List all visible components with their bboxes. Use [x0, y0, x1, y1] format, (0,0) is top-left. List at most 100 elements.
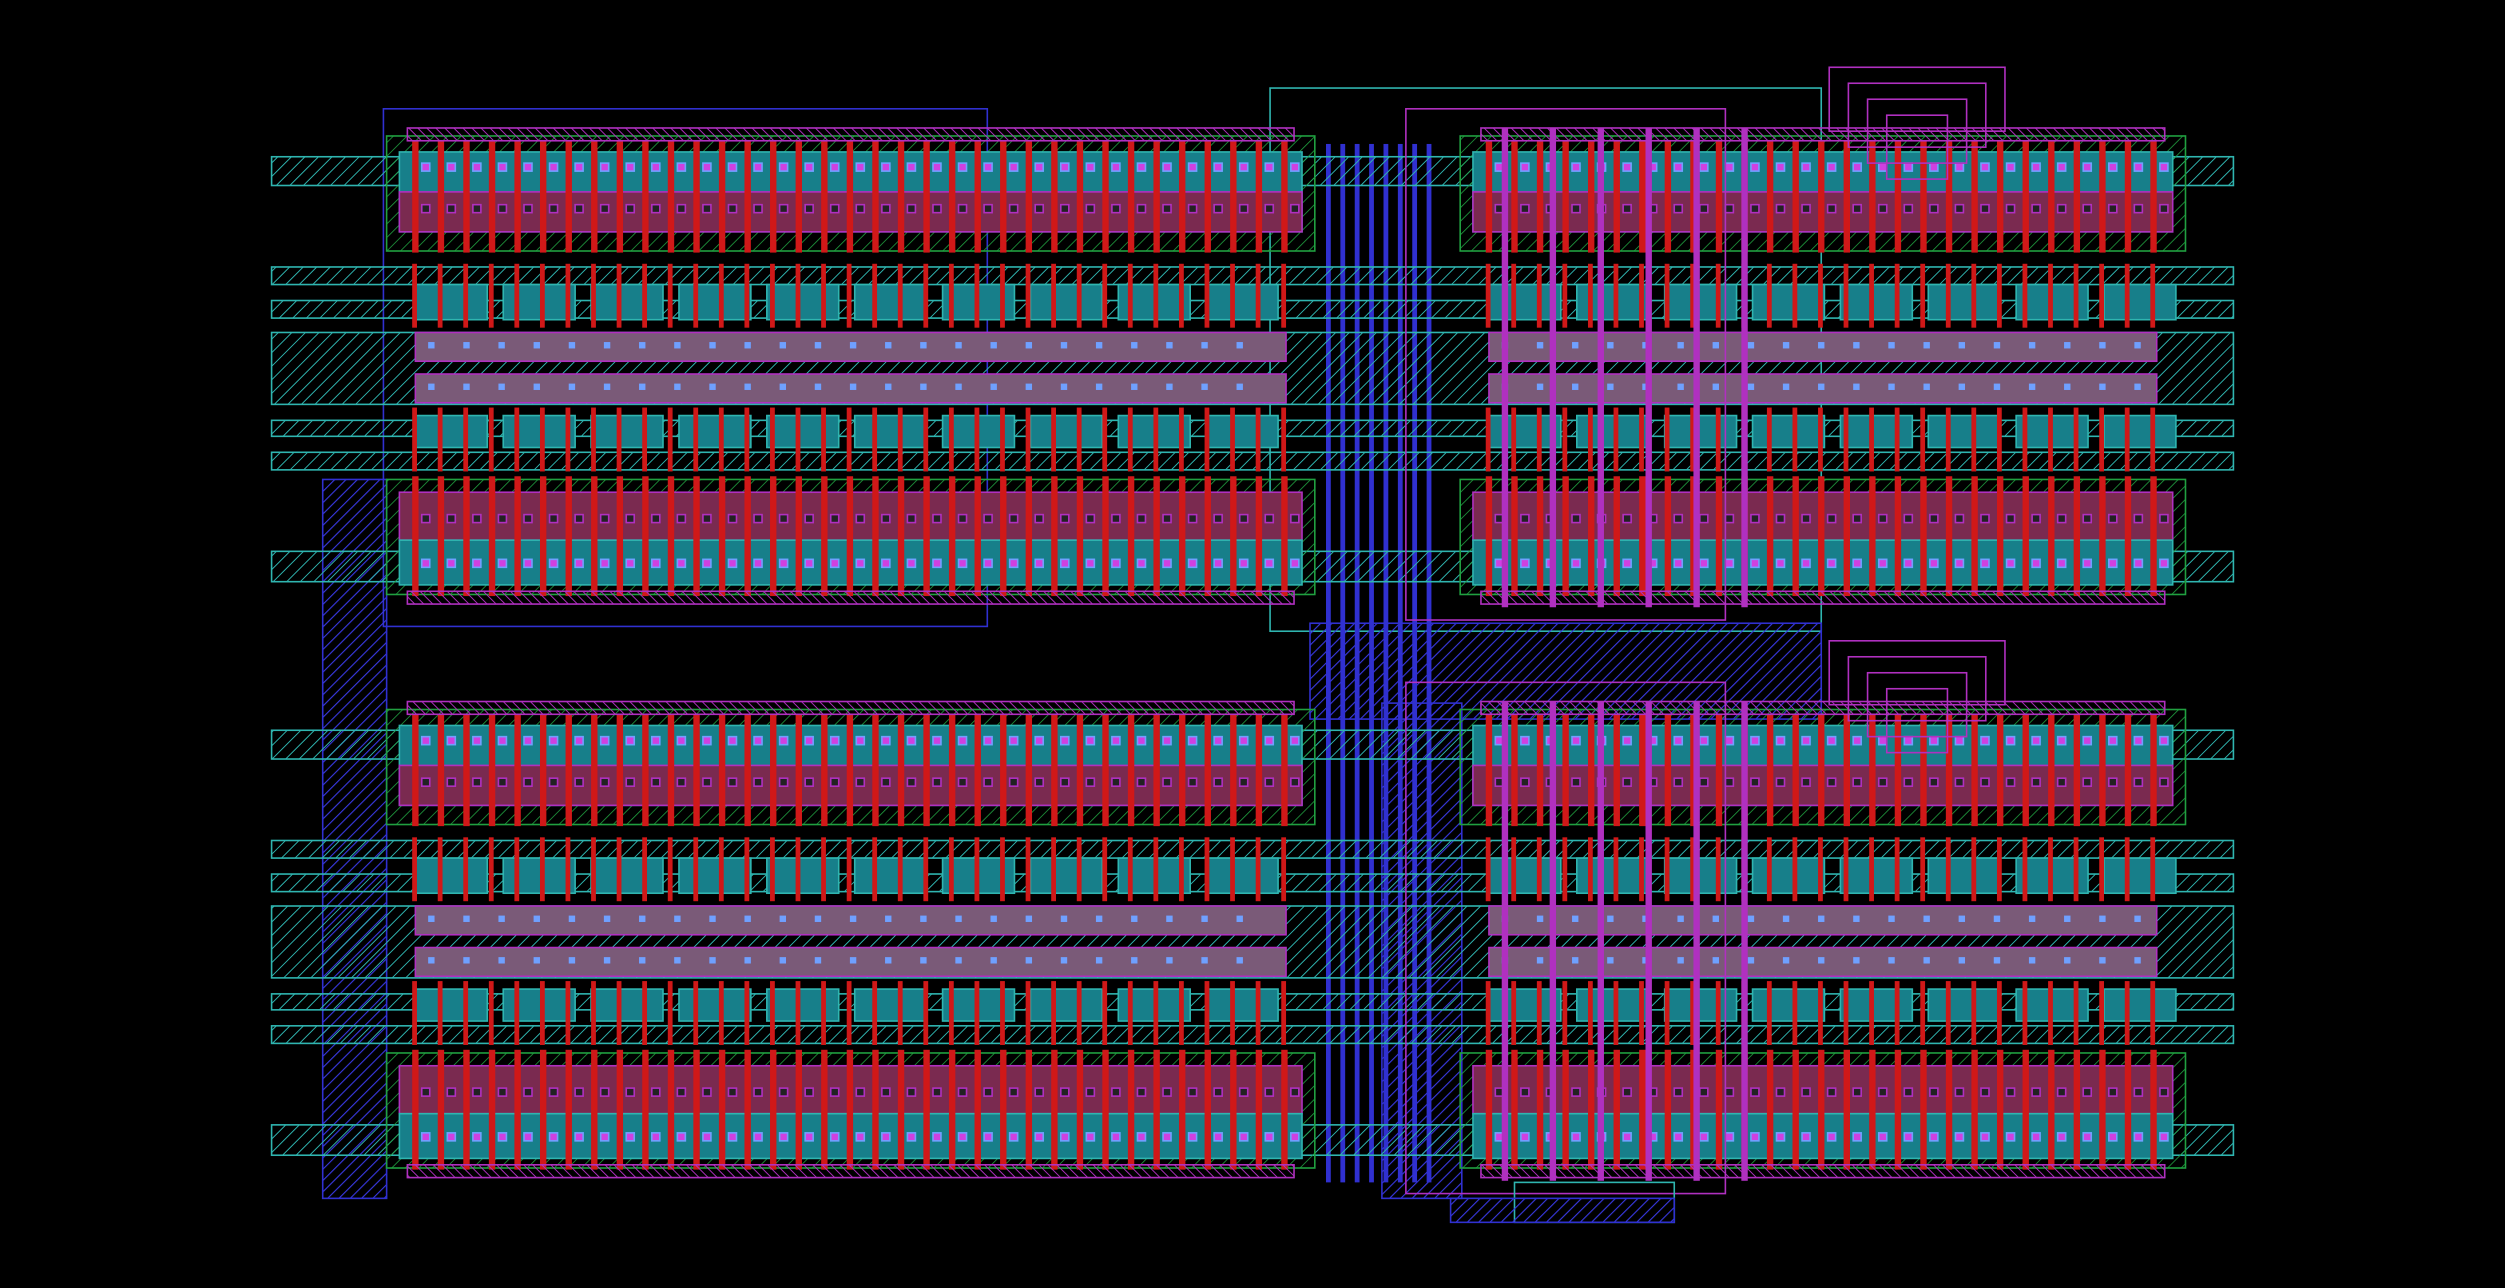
- poly: [1536, 476, 1544, 597]
- contact: [1673, 162, 1684, 172]
- poly: [1920, 263, 1926, 328]
- poly: [974, 1049, 981, 1170]
- contact: [1008, 777, 1019, 787]
- contact: [932, 1087, 942, 1097]
- contact: [2108, 735, 2118, 746]
- contact: [548, 777, 559, 787]
- poly: [1715, 1049, 1723, 1170]
- via: [1166, 383, 1173, 390]
- diffusion-n: [678, 988, 752, 1022]
- poly: [1511, 714, 1518, 827]
- poly: [1000, 476, 1007, 597]
- via: [498, 383, 505, 390]
- poly: [770, 407, 775, 472]
- contact: [2056, 513, 2067, 524]
- metal2: [1480, 700, 2166, 716]
- poly: [821, 263, 826, 328]
- via: [1536, 957, 1544, 964]
- poly: [1869, 714, 1876, 827]
- via: [428, 957, 435, 964]
- poly: [1000, 837, 1005, 902]
- poly: [412, 1049, 419, 1170]
- contact: [804, 735, 814, 746]
- contact: [446, 1132, 457, 1142]
- poly: [770, 1049, 777, 1170]
- contact: [1034, 558, 1045, 569]
- contact: [1724, 735, 1735, 746]
- contact: [829, 558, 840, 569]
- poly: [718, 263, 724, 328]
- contact: [1520, 1132, 1530, 1142]
- contact: [1085, 1132, 1096, 1142]
- via: [1572, 915, 1579, 922]
- metal-track: [1369, 143, 1374, 1183]
- contact: [2133, 735, 2144, 746]
- poly: [1792, 837, 1798, 902]
- via: [920, 383, 927, 390]
- poly: [1843, 1049, 1850, 1170]
- contact: [1290, 162, 1300, 172]
- contact: [1136, 1087, 1147, 1097]
- poly: [1153, 407, 1159, 472]
- contact: [1571, 513, 1581, 524]
- poly: [1025, 1049, 1033, 1170]
- poly: [1511, 981, 1517, 1045]
- contact: [753, 203, 763, 214]
- poly: [2150, 263, 2156, 328]
- via: [1025, 957, 1033, 964]
- diffusion-n: [1576, 283, 1650, 321]
- poly: [1613, 263, 1619, 328]
- contact: [472, 203, 482, 214]
- contact: [2031, 558, 2041, 569]
- poly: [514, 714, 521, 827]
- poly: [1639, 407, 1644, 472]
- poly: [591, 263, 596, 328]
- poly: [1562, 407, 1568, 472]
- poly: [1536, 1049, 1544, 1170]
- poly: [1051, 837, 1056, 902]
- contact: [1238, 1132, 1249, 1142]
- poly: [1664, 714, 1672, 827]
- via: [814, 383, 822, 390]
- contact: [702, 558, 712, 569]
- contact: [599, 513, 610, 524]
- poly: [1920, 714, 1927, 827]
- diffusion-n: [1576, 988, 1650, 1022]
- poly: [948, 140, 956, 253]
- poly: [2073, 981, 2079, 1045]
- contact: [727, 1087, 738, 1097]
- contact: [881, 1087, 891, 1097]
- via: [1677, 342, 1684, 349]
- contact: [548, 513, 559, 524]
- poly: [642, 407, 648, 472]
- contact: [497, 1132, 508, 1142]
- poly: [1664, 476, 1672, 597]
- contact: [1213, 162, 1223, 172]
- poly: [1664, 1049, 1672, 1170]
- poly: [1485, 407, 1491, 472]
- contact: [472, 558, 482, 569]
- poly: [1664, 140, 1672, 253]
- contact: [2082, 558, 2093, 569]
- poly: [412, 714, 419, 827]
- poly: [2099, 714, 2106, 827]
- contact: [1622, 203, 1632, 214]
- poly: [1715, 981, 1721, 1045]
- poly: [693, 981, 699, 1045]
- contact: [702, 1132, 712, 1142]
- diffusion-n: [414, 857, 489, 895]
- contact: [2056, 777, 2067, 787]
- contact: [1775, 513, 1786, 524]
- via: [990, 383, 997, 390]
- poly: [872, 263, 878, 328]
- via: [1095, 342, 1103, 349]
- diffusion-n: [590, 283, 664, 321]
- via: [1572, 383, 1579, 390]
- contact: [1290, 558, 1300, 569]
- contact: [599, 1087, 610, 1097]
- poly: [1843, 981, 1849, 1045]
- diffusion-n: [1576, 857, 1650, 895]
- poly: [1255, 263, 1261, 328]
- poly: [795, 263, 801, 328]
- via: [1060, 342, 1068, 349]
